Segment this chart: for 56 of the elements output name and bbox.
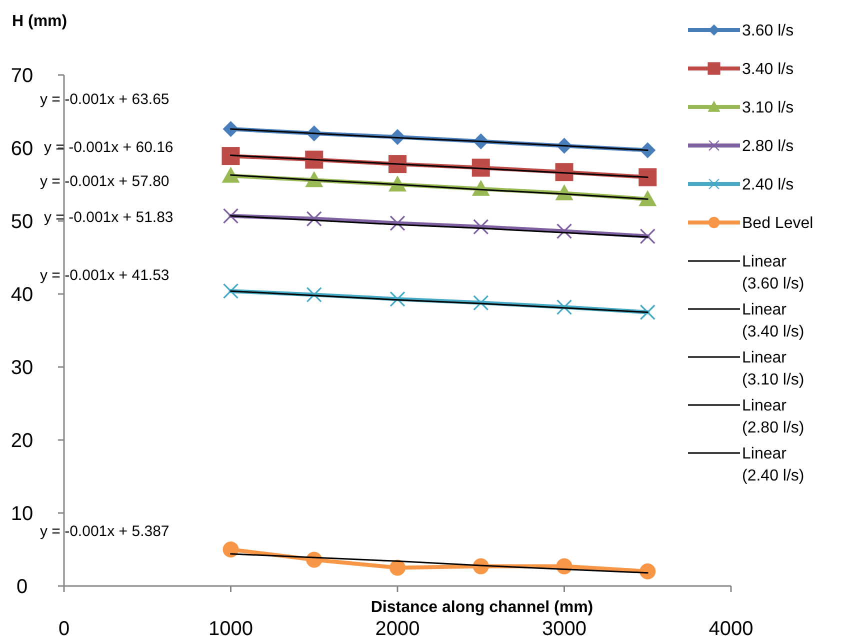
legend-label: Bed Level	[742, 215, 814, 232]
point	[222, 166, 240, 183]
y-tick-label: 30	[10, 357, 34, 379]
point	[640, 142, 656, 158]
legend-label: Linear (3.10 l/s)	[742, 350, 804, 389]
point	[306, 211, 322, 227]
point	[640, 228, 656, 244]
point	[222, 147, 240, 166]
legend-label: Linear (3.40 l/s)	[742, 302, 804, 341]
point	[556, 299, 572, 315]
legend-label: 3.60 l/s	[742, 22, 794, 40]
point	[640, 304, 656, 320]
x-tick-label: 4000	[708, 618, 754, 640]
point	[222, 283, 239, 299]
point	[638, 190, 657, 206]
y-tick-label: 0	[16, 576, 28, 598]
point	[556, 223, 572, 240]
point	[555, 163, 574, 182]
y-tick-label: 20	[10, 430, 34, 452]
point	[222, 208, 239, 224]
legend-label: Linear (2.80 l/s)	[742, 398, 804, 437]
annotation: y = -0.001x + 63.65	[40, 91, 170, 108]
point	[388, 155, 406, 174]
x-axis-title: Distance along channel (mm)	[370, 599, 594, 616]
point	[305, 150, 324, 169]
y-tick-label: 70	[10, 65, 34, 87]
legend-label: 3.10 l/s	[742, 100, 794, 117]
x-tick-label: 1000	[208, 618, 253, 640]
y-tick-label: 10	[10, 503, 34, 525]
annotation: y = -0.001x + 60.16	[44, 139, 174, 156]
x-tick-label: 3000	[542, 618, 586, 640]
annotation: y = -0.001x + 5.387	[40, 523, 170, 540]
point	[390, 560, 406, 576]
legend-label: 2.80 l/s	[742, 138, 794, 156]
point	[640, 563, 656, 580]
point	[222, 542, 239, 558]
legend-label: Linear (2.40 l/s)	[742, 446, 804, 485]
annotation: y = -0.001x + 51.83	[44, 209, 174, 226]
point	[390, 215, 406, 231]
y-tick-label: 60	[10, 138, 34, 160]
y-axis-title: H (mm)	[12, 13, 68, 30]
legend-label: 2.40 l/s	[742, 176, 794, 194]
annotation: y = -0.001x + 41.53	[40, 267, 170, 284]
y-tick-label: 40	[10, 284, 34, 306]
point	[473, 294, 489, 311]
annotation: y = -0.001x + 57.80	[40, 173, 170, 190]
point	[638, 168, 657, 186]
legend-label: Linear (3.60 l/s)	[742, 254, 804, 293]
point	[306, 286, 322, 303]
point	[472, 158, 490, 177]
y-tick-label: 50	[10, 211, 34, 233]
point	[390, 291, 406, 307]
x-tick-label: 0	[58, 618, 70, 640]
x-tick-label: 2000	[375, 618, 420, 640]
point	[473, 219, 489, 235]
legend-label: 3.40 l/s	[742, 61, 794, 78]
